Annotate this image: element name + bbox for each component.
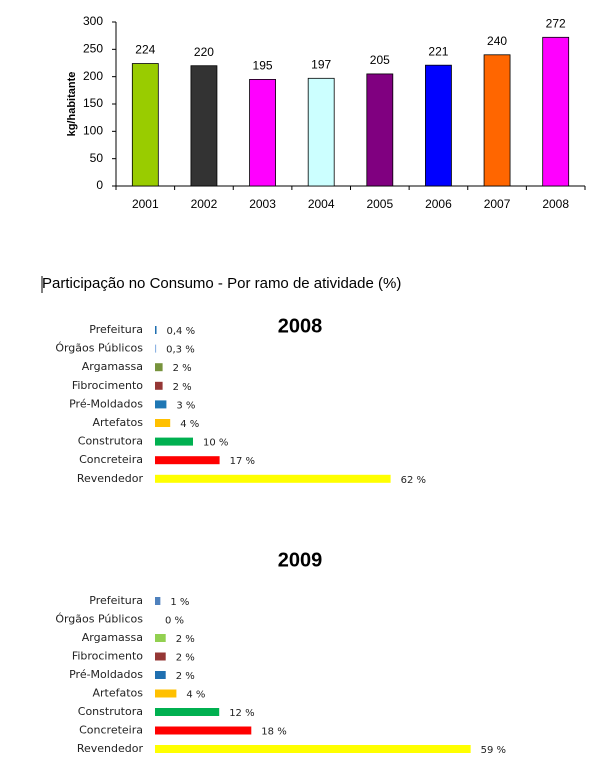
x-tick-label: 2005: [366, 197, 393, 211]
bar: [155, 400, 167, 409]
category-label: Revendedor: [77, 742, 144, 755]
category-label: Fibrocimento: [72, 650, 143, 663]
y-axis-label: kg/habitante: [66, 72, 78, 137]
data-label: 224: [135, 43, 155, 57]
data-label: 3 %: [176, 400, 195, 411]
section-heading: Participação no Consumo - Por ramo de at…: [42, 275, 401, 292]
data-label: 197: [311, 57, 331, 71]
category-label: Prefeitura: [89, 594, 143, 607]
bar: [542, 36, 570, 187]
data-label: 10 %: [203, 438, 228, 449]
data-label: 2 %: [176, 653, 195, 664]
category-label: Fibrocimento: [72, 379, 143, 392]
bar: [155, 363, 163, 372]
data-label: 17 %: [230, 456, 255, 467]
y-tick-label: 300: [83, 14, 103, 28]
category-label: Artefatos: [92, 416, 143, 429]
data-label: 12 %: [229, 708, 254, 719]
category-label: Prefeitura: [89, 323, 143, 336]
bar: [483, 54, 511, 187]
y-tick-label: 150: [83, 96, 103, 110]
x-tick-label: 2008: [542, 197, 569, 211]
category-label: Concreteira: [79, 724, 143, 737]
category-label: Pré-Moldados: [69, 668, 143, 681]
bar: [155, 634, 166, 642]
bar: [155, 326, 157, 334]
bar: [155, 456, 220, 465]
bar: [307, 77, 335, 187]
data-label: 220: [194, 45, 214, 59]
y-tick-label: 100: [83, 124, 103, 138]
bar: [366, 73, 394, 187]
data-label: 240: [487, 34, 507, 48]
x-tick-label: 2004: [308, 197, 335, 211]
data-label: 205: [370, 53, 390, 67]
category-label: Revendedor: [77, 472, 144, 485]
bar: [249, 79, 276, 187]
category-label: Órgãos Públicos: [55, 613, 143, 626]
bar: [155, 671, 166, 679]
data-label: 59 %: [481, 745, 506, 756]
category-label: Órgãos Públicos: [55, 342, 143, 355]
data-label: 4 %: [180, 419, 199, 430]
x-tick-label: 2001: [132, 197, 159, 211]
data-label: 272: [546, 16, 566, 30]
data-label: 2 %: [176, 671, 195, 682]
bar: [155, 708, 220, 716]
bar: [425, 64, 452, 187]
data-label: 0,3 %: [166, 345, 195, 356]
bar: [155, 437, 193, 446]
bar: [155, 745, 471, 753]
data-label: 0 %: [165, 616, 184, 627]
category-label: Pré-Moldados: [69, 397, 143, 410]
data-label: 2 %: [176, 634, 195, 645]
data-label: 2 %: [173, 382, 192, 393]
data-label: 18 %: [261, 727, 286, 738]
data-label: 221: [428, 44, 448, 58]
y-tick-label: 50: [90, 151, 104, 165]
x-tick-label: 2006: [425, 197, 452, 211]
data-label: 0,4 %: [167, 326, 196, 337]
x-tick-label: 2003: [249, 197, 276, 211]
bar: [155, 474, 391, 483]
data-label: 4 %: [186, 690, 205, 701]
category-label: Construtora: [78, 435, 143, 448]
data-label: 62 %: [401, 475, 426, 486]
x-tick-label: 2007: [484, 197, 511, 211]
chart-title: 2009: [278, 549, 323, 571]
bar: [155, 652, 166, 661]
bar: [155, 597, 161, 605]
category-label: Artefatos: [92, 687, 143, 700]
chart-title: 2008: [278, 315, 323, 337]
category-label: Concreteira: [79, 453, 143, 466]
category-label: Construtora: [78, 705, 143, 718]
data-label: 195: [253, 59, 273, 73]
data-label: 2 %: [173, 363, 192, 374]
category-label: Argamassa: [82, 631, 143, 644]
category-label: Argamassa: [82, 360, 143, 373]
bar: [190, 65, 218, 187]
y-tick-label: 200: [83, 69, 103, 83]
y-tick-label: 0: [96, 178, 103, 192]
bar: [155, 419, 171, 427]
bar: [131, 63, 159, 187]
data-label: 1 %: [170, 597, 189, 608]
bar: [155, 344, 157, 353]
bar: [155, 726, 252, 735]
x-tick-label: 2002: [191, 197, 218, 211]
y-tick-label: 250: [83, 42, 103, 56]
bar: [155, 689, 177, 698]
bar: [155, 381, 163, 390]
